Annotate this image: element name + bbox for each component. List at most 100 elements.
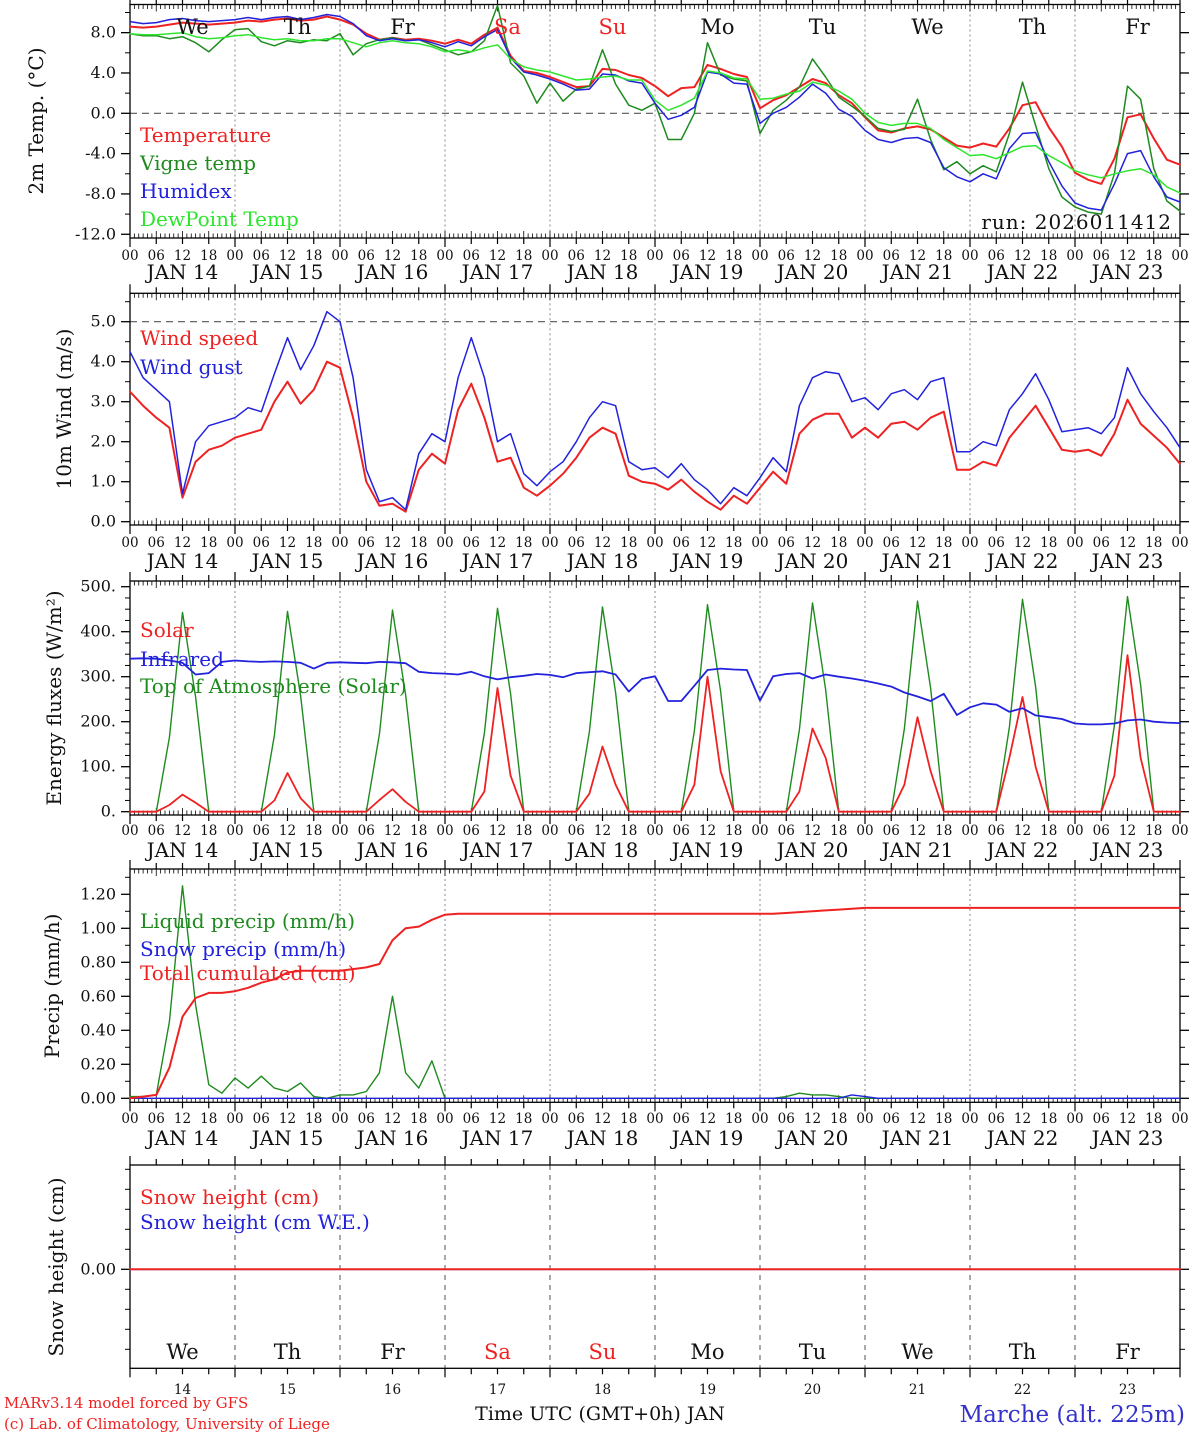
- hour-label: 12: [1119, 823, 1136, 839]
- date-label: JAN 23: [1090, 549, 1164, 573]
- hour-label: 12: [384, 248, 401, 264]
- hour-label: 00: [961, 1111, 978, 1127]
- y-tick-label: -8.0: [85, 184, 116, 203]
- hour-label: 06: [778, 1111, 795, 1127]
- legend-total-cumulated: Total cumulated (cm): [140, 961, 356, 985]
- y-axis-title-temp: 2m Temp. (°C): [24, 47, 48, 195]
- date-label: JAN 22: [985, 838, 1059, 862]
- hour-label: 00: [646, 823, 663, 839]
- hour-label: 06: [568, 823, 585, 839]
- day-number: 20: [804, 1382, 821, 1398]
- footer-lab-credit: (c) Lab. of Climatology, University of L…: [4, 1415, 330, 1433]
- hour-label: 00: [436, 248, 453, 264]
- hour-label: 18: [410, 248, 427, 264]
- hour-label: 18: [725, 1111, 742, 1127]
- hour-label: 18: [725, 535, 742, 551]
- hour-label: 06: [568, 248, 585, 264]
- date-label: JAN 20: [775, 838, 849, 862]
- x-ticks: [129, 0, 1181, 247]
- series-solar: [129, 654, 1181, 813]
- hour-label: 00: [1171, 248, 1188, 264]
- date-label: JAN 14: [145, 260, 219, 284]
- hour-label: 18: [935, 535, 952, 551]
- hour-label: 12: [594, 823, 611, 839]
- panel-0: 8.04.00.0-4.0-8.0-12.000 06 12 18 00 06 12 18 00…: [75, 0, 1189, 284]
- hour-label: 12: [174, 823, 191, 839]
- hour-label: 18: [305, 1111, 322, 1127]
- y-tick-label: 1.00: [80, 918, 116, 937]
- date-labels: JAN 14 JAN 15 JAN 16 JAN 17 JAN 18 JAN 19 JAN …: [145, 838, 1164, 862]
- hour-label: 00: [856, 1111, 873, 1127]
- legend-snow-height-we: Snow height (cm W.E.): [140, 1210, 370, 1234]
- hour-label: 00: [856, 823, 873, 839]
- hour-label: 00: [226, 535, 243, 551]
- hour-label: 06: [883, 823, 900, 839]
- date-label: JAN 16: [355, 838, 429, 862]
- y-tick-label: 400.: [80, 622, 116, 641]
- date-label: JAN 15: [250, 1126, 324, 1150]
- hour-label: 06: [988, 1111, 1005, 1127]
- date-label: JAN 21: [880, 549, 954, 573]
- y-ticks: 5.0 4.0 3.0 2.0 1.0 0.0: [91, 301, 1189, 531]
- date-label: JAN 23: [1090, 260, 1164, 284]
- x-ticks: [129, 1156, 1181, 1378]
- hour-label: 00: [1066, 823, 1083, 839]
- hour-label: 12: [489, 823, 506, 839]
- date-label: JAN 22: [985, 260, 1059, 284]
- legend-snow-precip: Snow precip (mm/h): [140, 937, 347, 961]
- hour-label: 06: [148, 535, 165, 551]
- hour-label: 12: [909, 535, 926, 551]
- hour-label: 06: [568, 1111, 585, 1127]
- date-label: JAN 18: [565, 1126, 639, 1150]
- hour-label: 12: [174, 248, 191, 264]
- hour-label: 18: [200, 823, 217, 839]
- hour-label: 18: [725, 248, 742, 264]
- hour-label: 00: [961, 823, 978, 839]
- x-ticks: [129, 572, 1181, 824]
- y-tick-label: 0.0: [91, 512, 116, 531]
- day-number: 16: [384, 1382, 401, 1398]
- hour-label: 12: [1014, 1111, 1031, 1127]
- hour-label: 18: [200, 1111, 217, 1127]
- run-stamp: run: 2026011412: [981, 210, 1172, 234]
- hour-label: 00: [331, 248, 348, 264]
- day-number-labels: 14 15 16 17 18 19 20 21 22 23: [174, 1382, 1136, 1398]
- hour-label: 06: [988, 248, 1005, 264]
- date-label: JAN 22: [985, 1126, 1059, 1150]
- y-ticks: 500. 400. 300. 200. 100. 0.: [80, 577, 1189, 821]
- hour-label: 06: [463, 823, 480, 839]
- hour-labels: 00 06 12 18 00 06 12 18 00 06 12 18 00 06 12 18 00 06 12 18…: [121, 823, 1188, 839]
- hour-label: 12: [699, 248, 716, 264]
- date-labels: JAN 14 JAN 15 JAN 16 JAN 17 JAN 18 JAN 19 JAN …: [145, 260, 1164, 284]
- date-label: JAN 17: [460, 838, 534, 862]
- y-tick-label: 1.20: [80, 884, 116, 903]
- hour-label: 06: [253, 1111, 270, 1127]
- hour-label: 00: [751, 248, 768, 264]
- hour-label: 06: [673, 535, 690, 551]
- hour-label: 06: [1093, 1111, 1110, 1127]
- date-label: JAN 15: [250, 549, 324, 573]
- hour-label: 06: [883, 1111, 900, 1127]
- hour-label: 06: [358, 535, 375, 551]
- hour-label: 18: [620, 823, 637, 839]
- hour-label: 06: [358, 823, 375, 839]
- day-name: We: [166, 1340, 198, 1364]
- hour-label: 12: [174, 1111, 191, 1127]
- hour-label: 18: [515, 248, 532, 264]
- hour-label: 06: [778, 248, 795, 264]
- y-tick-label: 4.0: [91, 352, 116, 371]
- hour-label: 00: [541, 248, 558, 264]
- legend-infrared: Infrared: [140, 647, 224, 671]
- day-name: We: [911, 15, 943, 39]
- hour-label: 18: [1145, 823, 1162, 839]
- y-tick-label: -4.0: [85, 144, 116, 163]
- hour-label: 00: [856, 535, 873, 551]
- hour-ruler: [129, 293, 1181, 525]
- date-label: JAN 18: [565, 260, 639, 284]
- day-number: 23: [1119, 1382, 1136, 1398]
- hour-label: 00: [646, 1111, 663, 1127]
- hour-label: 18: [935, 1111, 952, 1127]
- y-ticks: 0.00: [80, 1168, 1189, 1350]
- hour-label: 18: [1040, 248, 1057, 264]
